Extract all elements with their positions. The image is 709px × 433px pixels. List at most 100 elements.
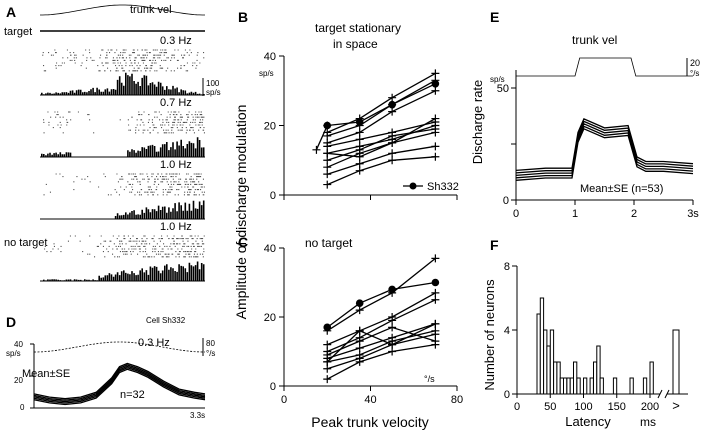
panel-a-row-2 bbox=[40, 173, 205, 220]
panel-a-letter: A bbox=[6, 4, 16, 20]
panel-d-ytick-0: 0 bbox=[20, 403, 25, 412]
panel-c-ytick-label-20: 20 bbox=[264, 312, 276, 324]
panel-b-point-6-2 bbox=[388, 156, 397, 165]
panel-b-point-11-3 bbox=[431, 80, 440, 88]
panel-f-xunit: ms bbox=[640, 415, 656, 429]
panel-d-ytick-20: 20 bbox=[14, 376, 23, 385]
panel-f: F Number of neurons 0 4 8 0 50 100 150 200 Late… bbox=[482, 237, 688, 429]
panel-c-ytick-label-40: 40 bbox=[264, 243, 276, 255]
panel-e-rate-trace-0 bbox=[515, 127, 694, 181]
panel-e-xtick-label-2: 2 bbox=[631, 208, 637, 220]
panel-b-point-11-2 bbox=[388, 100, 396, 109]
panel-f-bar-19 bbox=[629, 377, 634, 395]
panel-f-letter: F bbox=[490, 237, 499, 253]
panel-f-bar-18 bbox=[612, 377, 618, 395]
panel-f-xlabel: Latency bbox=[565, 414, 611, 429]
panel-d-trace-0 bbox=[33, 368, 206, 406]
panel-c-ytick-label-0: 0 bbox=[270, 381, 276, 393]
panel-b-series-line-7 bbox=[327, 72, 436, 133]
panel-c-point-8-0 bbox=[323, 357, 332, 366]
panel-f-bar-14 bbox=[589, 377, 594, 395]
panel-e-rate-trace-4 bbox=[515, 118, 694, 172]
panel-b-series-line-8 bbox=[327, 90, 436, 144]
panel-b-point-9-0 bbox=[323, 149, 332, 158]
panel-b-point-9-3 bbox=[431, 114, 440, 123]
panel-b-series-line-5 bbox=[327, 145, 436, 175]
panel-f-ytick-label-4: 4 bbox=[504, 325, 510, 337]
panel-f-bar-13 bbox=[583, 377, 588, 395]
panel-b-point-5-1 bbox=[355, 159, 364, 168]
panel-b-series-line-4 bbox=[327, 131, 436, 168]
panel-e-ylabel: Discharge rate bbox=[470, 80, 485, 165]
panel-b-ytick-label-0: 0 bbox=[270, 190, 276, 202]
panel-b: B target stationary in space sp/s 02040 … bbox=[238, 9, 459, 202]
panel-c-xtick-label-40: 40 bbox=[364, 394, 376, 406]
panel-d-scale-value: 80 bbox=[206, 339, 215, 348]
panel-c-series-line-9 bbox=[326, 281, 436, 328]
panel-c-point-8-1 bbox=[355, 326, 364, 335]
panel-c-point-6-0 bbox=[323, 375, 332, 384]
panel-a-trunk-vel-label: trunk vel bbox=[130, 4, 172, 16]
panel-a-hist-0 bbox=[41, 72, 205, 95]
panel-b-point-8-3 bbox=[431, 86, 440, 95]
panel-d-trace-1 bbox=[33, 367, 206, 404]
panel-b-point-5-0 bbox=[323, 170, 332, 179]
panel-a-hist-3 bbox=[41, 261, 205, 281]
panel-c-series-line-4 bbox=[327, 330, 436, 363]
panel-a-freq-3: 1.0 Hz bbox=[160, 221, 192, 233]
panel-f-bar-11 bbox=[573, 361, 578, 395]
panel-e-scale-unit: °/s bbox=[690, 69, 699, 78]
panel-c-plot: 0 20 40 0 40 80 bbox=[264, 243, 463, 406]
panel-b-title-line2: in space bbox=[333, 37, 378, 51]
panel-b-point-10-0 bbox=[312, 145, 321, 154]
panel-b-point-8-2 bbox=[388, 107, 397, 116]
panel-f-axis-break bbox=[657, 389, 670, 399]
panel-d-freq-label: 0.3 Hz bbox=[138, 337, 170, 349]
panel-f-xtick-label-150: 150 bbox=[608, 401, 626, 413]
panel-d-trace-4 bbox=[33, 362, 206, 400]
panel-a-raster-0 bbox=[42, 49, 205, 72]
panel-c-xunit: °/s bbox=[424, 374, 435, 384]
panel-f-xtick-label-200: 200 bbox=[641, 401, 659, 413]
panel-b-point-3-0 bbox=[323, 156, 332, 165]
panel-a-row-3 bbox=[40, 235, 205, 282]
panel-c-point-9-0 bbox=[323, 323, 332, 332]
panel-b-ytick-label-20: 20 bbox=[264, 121, 276, 133]
panel-b-series-line-10 bbox=[315, 125, 328, 151]
panel-f-bar-20 bbox=[642, 377, 648, 395]
panel-d-traces bbox=[33, 362, 206, 406]
panel-f-overflow-label: > bbox=[672, 398, 680, 413]
panel-f-bar-3 bbox=[546, 345, 551, 395]
panel-c-point-2-2 bbox=[388, 316, 397, 325]
panel-e-xtick-label-0: 0 bbox=[513, 208, 519, 220]
panel-b-point-6-1 bbox=[355, 166, 364, 175]
panel-d-ytick-40: 40 bbox=[14, 340, 23, 349]
panel-f-ytick-label-8: 8 bbox=[504, 261, 510, 273]
panel-d-trace-2 bbox=[33, 365, 206, 403]
panel-f-xtick-label-50: 50 bbox=[544, 401, 556, 413]
panel-b-point-4-3 bbox=[431, 128, 440, 137]
panel-c-series-line-0 bbox=[326, 257, 436, 332]
panel-b-point-11-1 bbox=[355, 118, 364, 126]
panel-b-title-line1: target stationary bbox=[315, 21, 401, 35]
panel-b-legend-label: Sh332 bbox=[427, 181, 459, 193]
panel-a-trunk-vel-trace bbox=[40, 4, 205, 16]
panel-b-series-line-1 bbox=[327, 121, 436, 147]
panel-c-point-1-0 bbox=[323, 340, 332, 349]
panel-c-point-9-2 bbox=[388, 285, 396, 294]
panel-e-yunit: sp/s bbox=[490, 75, 505, 84]
panel-c-series-line-6 bbox=[326, 343, 436, 380]
panel-a-cell-label: Cell Sh332 bbox=[146, 316, 186, 325]
panel-e-trace-label: trunk vel bbox=[572, 33, 617, 47]
panel-b-letter: B bbox=[238, 9, 248, 25]
panel-c-series-line-8 bbox=[326, 323, 436, 363]
panel-b-point-7-2 bbox=[388, 93, 397, 102]
panel-e-stat-label: Mean±SE (n=53) bbox=[580, 183, 663, 195]
panel-c-series-line-2 bbox=[327, 299, 436, 353]
panel-c-xtick-label-0: 0 bbox=[281, 394, 287, 406]
panel-d-letter: D bbox=[6, 314, 16, 330]
panel-c-axes bbox=[283, 248, 457, 387]
panel-a-freq-1: 0.7 Hz bbox=[160, 97, 192, 109]
panel-b-point-1-1 bbox=[355, 135, 364, 144]
